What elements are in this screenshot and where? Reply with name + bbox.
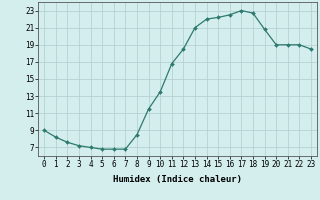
- X-axis label: Humidex (Indice chaleur): Humidex (Indice chaleur): [113, 175, 242, 184]
